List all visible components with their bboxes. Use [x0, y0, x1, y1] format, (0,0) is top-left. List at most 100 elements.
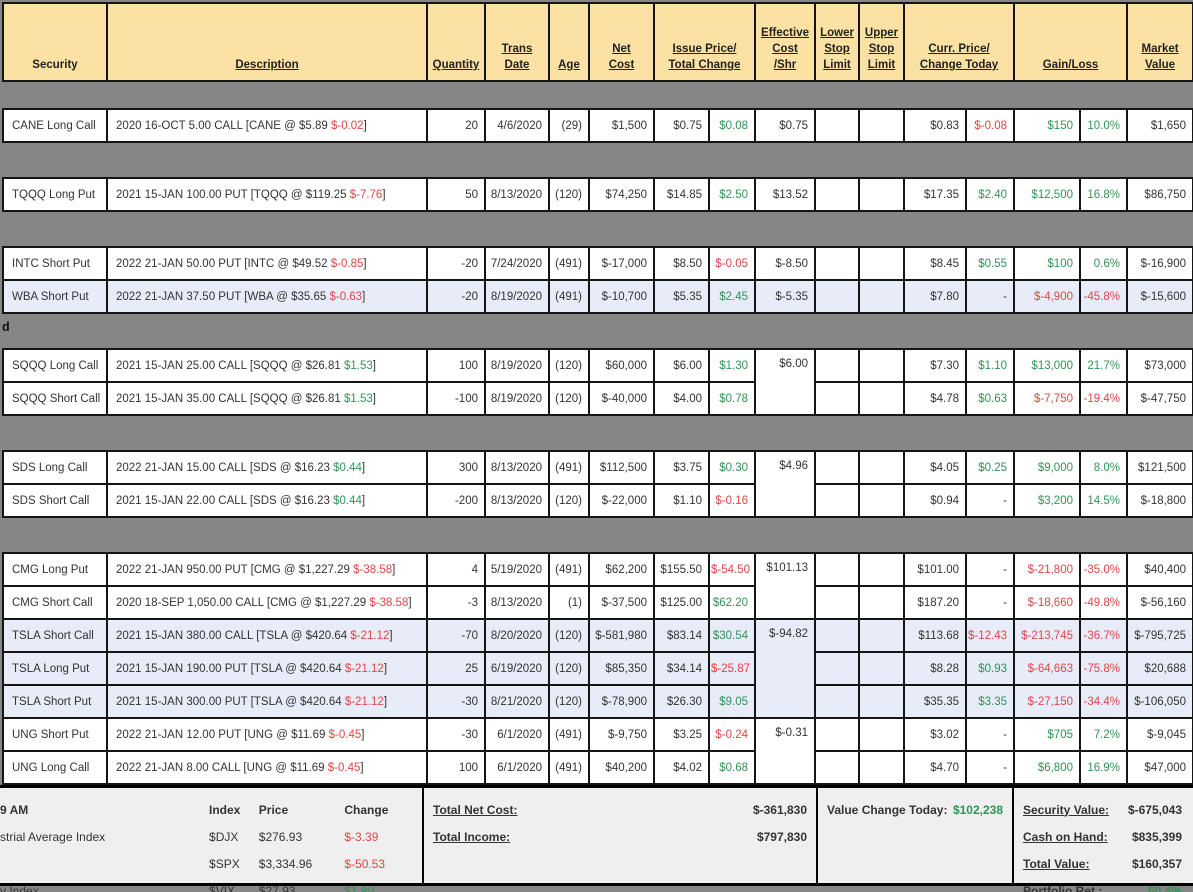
cell-net-cost: $74,250 [588, 177, 655, 212]
cell-upper-stop-limit[interactable] [858, 108, 905, 143]
cell-issue-price: $4.02 [653, 750, 710, 785]
cell-upper-stop-limit[interactable] [858, 381, 905, 416]
cell-effective-cost: $-94.82 [754, 618, 816, 719]
column-header-age[interactable]: Age [548, 2, 590, 82]
cell-gain: $3,200 [1013, 483, 1081, 518]
cell-description: 2022 21-JAN 950.00 PUT [CMG @ $1,227.29 … [106, 552, 428, 587]
position-row: INTC Short Put 2022 21-JAN 50.00 PUT [INT… [2, 246, 1193, 281]
cell-trans-date: 4/6/2020 [484, 108, 550, 143]
cell-upper-stop-limit[interactable] [858, 552, 905, 587]
cell-trans-date: 8/21/2020 [484, 684, 550, 719]
cell-lower-stop-limit[interactable] [814, 177, 860, 212]
group-separator [0, 416, 1193, 450]
column-header-issue-price-total-change[interactable]: Issue Price/Total Change [652, 2, 757, 82]
position-groups: CANE Long Call 2020 16-OCT 5.00 CALL [CAN… [0, 82, 1193, 785]
cell-total-change: $0.08 [708, 108, 756, 143]
column-header-trans-date[interactable]: Trans Date [484, 2, 550, 82]
cell-upper-stop-limit[interactable] [858, 279, 905, 314]
cell-issue-price: $26.30 [653, 684, 710, 719]
cell-lower-stop-limit[interactable] [814, 552, 860, 587]
underlying-change: $0.44 [333, 494, 362, 507]
column-header-quantity[interactable]: Quantity [426, 2, 486, 82]
cell-description: 2022 21-JAN 15.00 CALL [SDS @ $16.23 $0.… [106, 450, 428, 485]
index-name: y Index [0, 883, 39, 892]
cell-lower-stop-limit[interactable] [814, 348, 860, 383]
group-band-label: d [2, 320, 10, 334]
index-change: $1.89 [344, 883, 375, 892]
cell-total-change: $1.30 [708, 348, 756, 383]
index-price: $3,334.96 [258, 856, 313, 871]
cell-lower-stop-limit[interactable] [814, 450, 860, 485]
cell-trans-date: 6/1/2020 [484, 717, 550, 752]
cell-lower-stop-limit[interactable] [814, 585, 860, 620]
cell-total-change: $-0.16 [708, 483, 756, 518]
underlying-change: $-38.58 [353, 563, 393, 576]
price-column-header: Price [258, 802, 289, 817]
total-income-label[interactable]: Total Income: [433, 829, 511, 844]
cell-upper-stop-limit[interactable] [858, 348, 905, 383]
cell-security: UNG Short Put [2, 717, 108, 752]
column-header-lower-stop-limit[interactable]: Lower Stop Limit [814, 2, 861, 82]
cell-gain-pct: -35.0% [1079, 552, 1128, 587]
cell-gain-pct: 21.7% [1079, 348, 1128, 383]
cell-age: (491) [548, 246, 590, 281]
cell-upper-stop-limit[interactable] [858, 450, 905, 485]
portfolio-return-label[interactable]: Portfolio Ret.: [1023, 883, 1103, 892]
position-row: UNG Short Put 2022 21-JAN 12.00 PUT [UNG … [2, 717, 1193, 785]
cell-upper-stop-limit[interactable] [858, 483, 905, 518]
cell-trans-date: 6/19/2020 [484, 651, 550, 686]
cell-curr-price: $101.00 [903, 552, 967, 587]
cash-on-hand-label[interactable]: Cash on Hand: [1023, 829, 1108, 844]
cell-upper-stop-limit[interactable] [858, 246, 905, 281]
cell-effective-cost: $-0.31 [754, 717, 816, 785]
index-price: $27.93 [258, 883, 296, 892]
cell-upper-stop-limit[interactable] [858, 585, 905, 620]
cell-lower-stop-limit[interactable] [814, 684, 860, 719]
cell-lower-stop-limit[interactable] [814, 618, 860, 653]
column-header-market-value[interactable]: Market Value [1126, 2, 1193, 82]
cell-upper-stop-limit[interactable] [858, 750, 905, 785]
cell-upper-stop-limit[interactable] [858, 651, 905, 686]
cell-lower-stop-limit[interactable] [814, 246, 860, 281]
cell-market-value: $47,000 [1126, 750, 1193, 785]
cell-market-value: $-106,050 [1126, 684, 1193, 719]
column-header-net-cost[interactable]: Net Cost [588, 2, 655, 82]
cell-gain: $-7,750 [1013, 381, 1081, 416]
security-value-label[interactable]: Security Value: [1023, 802, 1110, 817]
cell-lower-stop-limit[interactable] [814, 717, 860, 752]
cell-gain: $6,800 [1013, 750, 1081, 785]
cell-security: CMG Short Call [2, 585, 108, 620]
cell-quantity: 100 [426, 348, 486, 383]
cell-quantity: 25 [426, 651, 486, 686]
cell-lower-stop-limit[interactable] [814, 381, 860, 416]
cell-lower-stop-limit[interactable] [814, 483, 860, 518]
total-value-label[interactable]: Total Value: [1023, 856, 1090, 871]
cell-quantity: 4 [426, 552, 486, 587]
cell-upper-stop-limit[interactable] [858, 177, 905, 212]
cell-lower-stop-limit[interactable] [814, 108, 860, 143]
cell-trans-date: 8/19/2020 [484, 381, 550, 416]
cell-security: UNG Long Call [2, 750, 108, 785]
cell-curr-price: $4.70 [903, 750, 967, 785]
column-header-effective-cost-shr[interactable]: Effective Cost/Shr [754, 2, 817, 82]
cell-upper-stop-limit[interactable] [858, 717, 905, 752]
cell-gain-pct: -75.8% [1079, 651, 1128, 686]
cell-market-value: $121,500 [1126, 450, 1193, 485]
cell-lower-stop-limit[interactable] [814, 651, 860, 686]
total-net-cost-label[interactable]: Total Net Cost: [433, 802, 518, 817]
index-symbol: $VIX [209, 883, 236, 892]
cell-lower-stop-limit[interactable] [814, 750, 860, 785]
cell-upper-stop-limit[interactable] [858, 618, 905, 653]
column-header-gain-loss[interactable]: Gain/Loss [1013, 2, 1129, 82]
cell-curr-price: $4.78 [903, 381, 967, 416]
cell-upper-stop-limit[interactable] [858, 684, 905, 719]
column-header-description[interactable]: Description [106, 2, 428, 82]
cell-change-today: $-0.08 [965, 108, 1015, 143]
column-header-upper-stop-limit[interactable]: Upper Stop Limit [858, 2, 906, 82]
cell-lower-stop-limit[interactable] [814, 279, 860, 314]
position-group-table: TQQQ Long Put 2021 15-JAN 100.00 PUT [TQQ… [2, 177, 1193, 212]
cell-gain-pct: -45.8% [1079, 279, 1128, 314]
column-header-curr-price-change-today[interactable]: Curr. Price/Change Today [903, 2, 1016, 82]
cell-trans-date: 8/20/2020 [484, 618, 550, 653]
